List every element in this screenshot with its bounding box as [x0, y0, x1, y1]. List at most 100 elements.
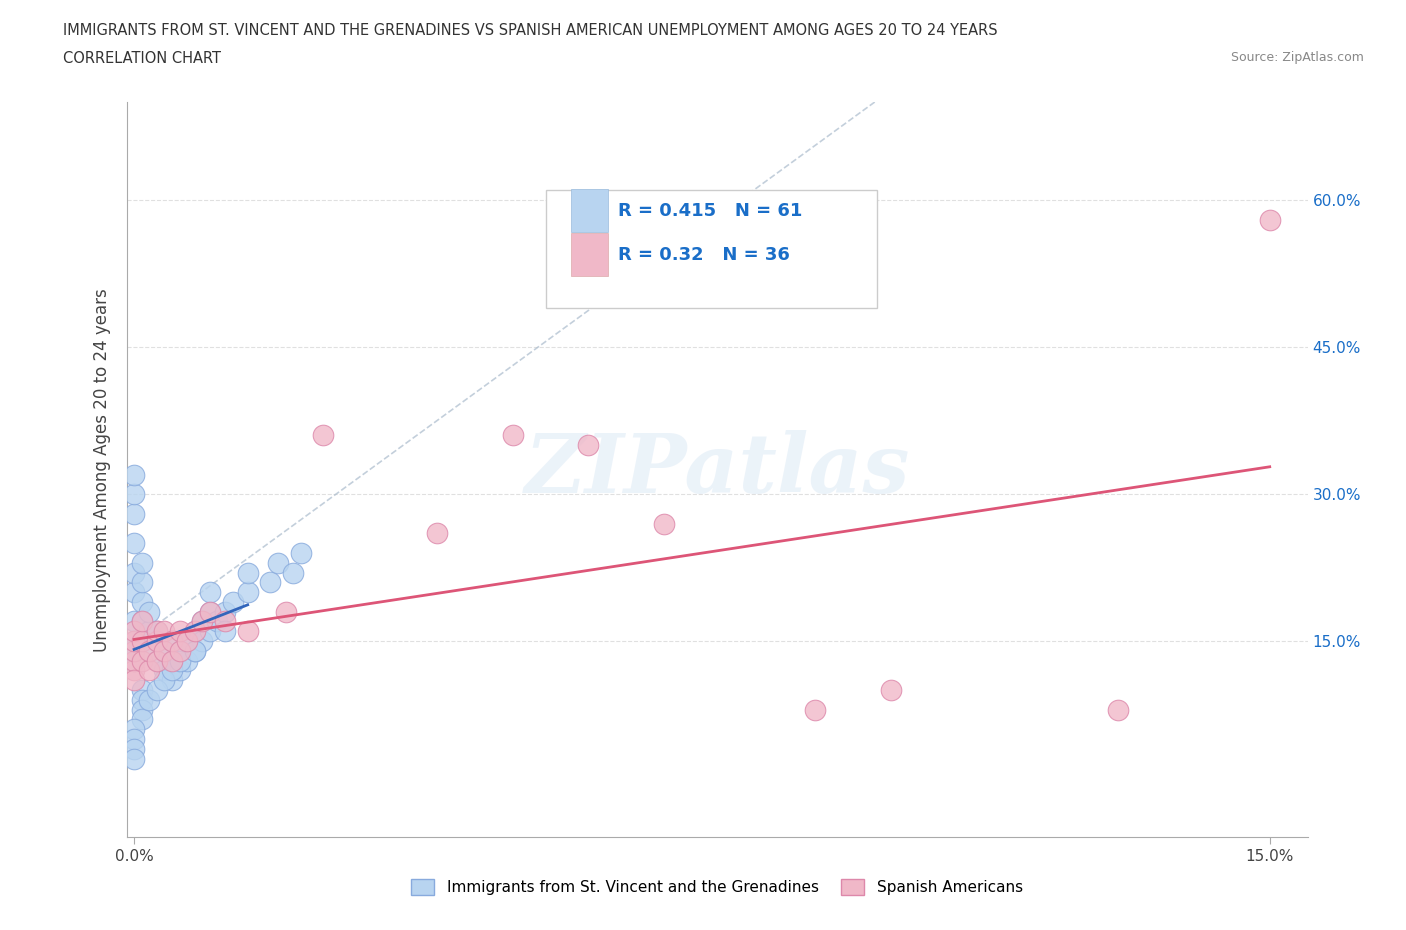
Point	[153, 672, 176, 687]
Text: Source: ZipAtlas.com: Source: ZipAtlas.com	[1230, 51, 1364, 64]
Point	[191, 614, 214, 629]
Point	[214, 614, 236, 629]
Point	[122, 633, 145, 648]
Point	[502, 428, 524, 443]
Point	[153, 624, 176, 639]
Point	[122, 672, 145, 687]
Point	[426, 525, 449, 540]
Point	[131, 653, 153, 668]
Point	[146, 624, 169, 639]
Text: ZIPatlas: ZIPatlas	[524, 430, 910, 510]
Point	[122, 585, 145, 600]
Point	[160, 633, 183, 648]
Text: IMMIGRANTS FROM ST. VINCENT AND THE GRENADINES VS SPANISH AMERICAN UNEMPLOYMENT : IMMIGRANTS FROM ST. VINCENT AND THE GREN…	[63, 23, 998, 38]
Point	[236, 585, 259, 600]
Point	[146, 633, 169, 648]
Point	[138, 644, 160, 658]
Point	[176, 633, 198, 648]
Point	[131, 712, 153, 727]
Point	[183, 624, 205, 639]
Point	[274, 604, 297, 619]
Point	[131, 702, 153, 717]
Point	[169, 624, 191, 639]
Point	[146, 624, 169, 639]
Point	[146, 653, 169, 668]
Point	[214, 604, 236, 619]
Point	[122, 633, 145, 648]
Point	[153, 663, 176, 678]
Point	[267, 555, 290, 570]
Point	[122, 751, 145, 766]
Y-axis label: Unemployment Among Ages 20 to 24 years: Unemployment Among Ages 20 to 24 years	[93, 287, 111, 652]
Point	[198, 604, 221, 619]
Point	[122, 722, 145, 737]
Point	[138, 624, 160, 639]
Point	[131, 575, 153, 590]
Point	[160, 633, 183, 648]
Point	[153, 644, 176, 658]
Point	[122, 653, 145, 668]
Text: R = 0.415   N = 61: R = 0.415 N = 61	[617, 202, 803, 220]
Point	[131, 614, 153, 629]
Point	[191, 614, 214, 629]
Point	[122, 663, 145, 678]
Point	[160, 672, 183, 687]
Point	[122, 506, 145, 521]
Point	[221, 594, 243, 609]
Point	[183, 644, 205, 658]
Point	[198, 624, 221, 639]
Point	[138, 644, 160, 658]
Legend: Immigrants from St. Vincent and the Grenadines, Spanish Americans: Immigrants from St. Vincent and the Gren…	[404, 871, 1031, 903]
Text: CORRELATION CHART: CORRELATION CHART	[63, 51, 221, 66]
FancyBboxPatch shape	[546, 191, 876, 308]
Point	[138, 663, 160, 678]
Point	[122, 732, 145, 747]
Point	[183, 644, 205, 658]
Point	[160, 653, 183, 668]
FancyBboxPatch shape	[571, 233, 609, 276]
Point	[281, 565, 304, 580]
Point	[122, 536, 145, 551]
Point	[259, 575, 281, 590]
Point	[122, 644, 145, 658]
Point	[131, 594, 153, 609]
Point	[138, 693, 160, 708]
Point	[122, 624, 145, 639]
Point	[160, 653, 183, 668]
Point	[176, 633, 198, 648]
Point	[122, 614, 145, 629]
Point	[236, 565, 259, 580]
Point	[804, 702, 827, 717]
Point	[880, 683, 903, 698]
Point	[290, 546, 312, 561]
Point	[198, 604, 221, 619]
Point	[214, 624, 236, 639]
Point	[169, 644, 191, 658]
Point	[122, 565, 145, 580]
Point	[122, 653, 145, 668]
Point	[153, 644, 176, 658]
Point	[146, 683, 169, 698]
Point	[131, 683, 153, 698]
Point	[131, 614, 153, 629]
Point	[122, 486, 145, 501]
Point	[1258, 212, 1281, 227]
Point	[131, 633, 153, 648]
Point	[176, 653, 198, 668]
Point	[312, 428, 335, 443]
Point	[183, 624, 205, 639]
Point	[652, 516, 675, 531]
Point	[131, 555, 153, 570]
Point	[122, 644, 145, 658]
Point	[169, 663, 191, 678]
Point	[146, 633, 169, 648]
Point	[198, 585, 221, 600]
FancyBboxPatch shape	[571, 189, 609, 232]
Point	[122, 467, 145, 482]
Text: R = 0.32   N = 36: R = 0.32 N = 36	[617, 246, 790, 264]
Point	[236, 624, 259, 639]
Point	[207, 614, 229, 629]
Point	[160, 663, 183, 678]
Point	[138, 604, 160, 619]
Point	[1107, 702, 1129, 717]
